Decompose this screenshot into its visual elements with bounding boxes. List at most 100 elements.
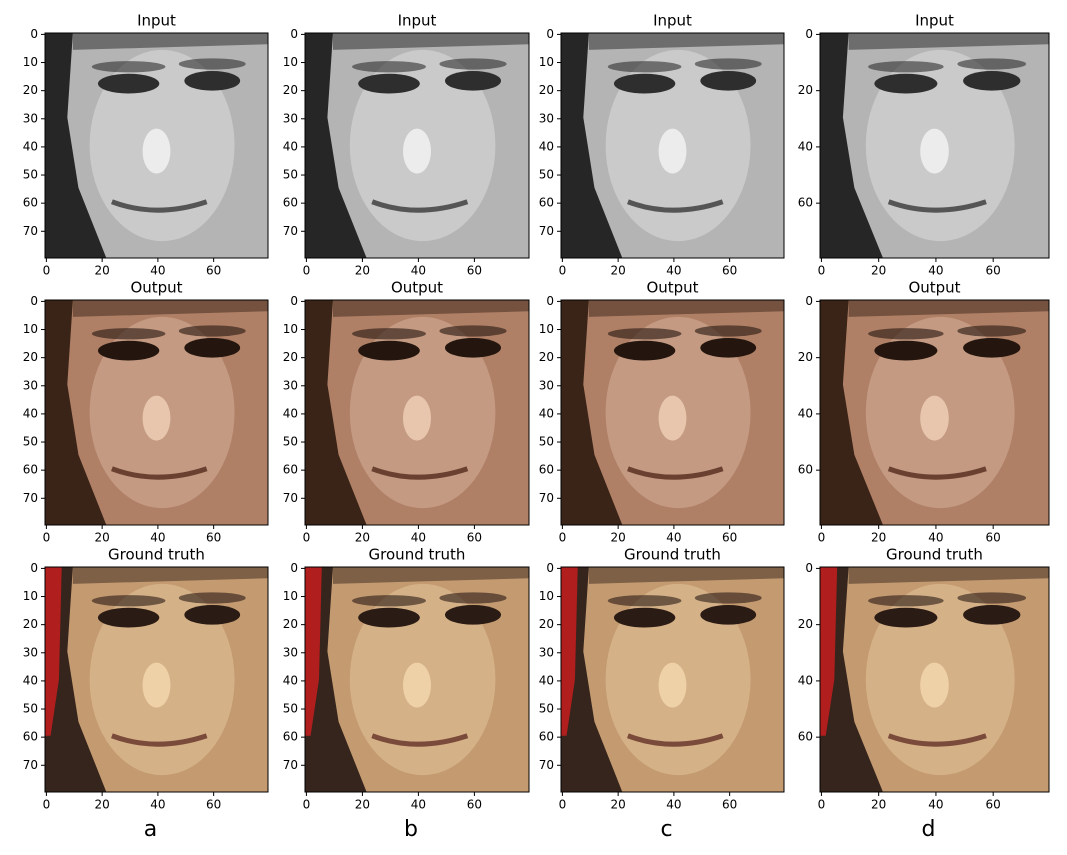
y-tick-label: 0 [290,294,298,308]
y-tick-label: 0 [805,27,813,41]
hair [820,33,883,258]
y-tick-label: 60 [23,730,38,744]
nose [403,128,431,174]
x-tick-label: 60 [722,264,737,278]
x-tick-label: 20 [611,531,626,545]
x-tick-label: 40 [150,264,165,278]
y-tick-label: 20 [539,83,554,97]
shadow-top [72,300,268,317]
y-tick-label: 20 [539,350,554,364]
hair [45,33,107,258]
mouth [371,733,469,747]
eye [874,607,938,628]
shadow-top [333,33,529,50]
x-tick-label: 20 [611,798,626,812]
hair [561,300,623,525]
x-tick-label: 0 [303,264,311,278]
axes-frame [560,566,785,793]
y-tick-label: 50 [539,168,554,182]
mouth [111,733,208,747]
image [305,300,529,525]
shadow-top [848,33,1049,50]
nose [403,662,431,708]
hair [820,567,883,792]
y-tick-label: 50 [23,168,38,182]
brow [352,328,426,340]
y-tick-label: 70 [539,491,554,505]
y-tick-label: 50 [283,168,298,182]
column-label: d [922,817,936,842]
y-tick-label: 0 [30,294,38,308]
face [820,300,1049,525]
eye [613,607,676,628]
y-tick-label: 30 [23,645,38,659]
nose [658,128,687,174]
y-tick-label: 60 [798,730,813,744]
nose [920,395,949,441]
x-tick-label: 60 [206,531,221,545]
x-tick-label: 20 [95,798,110,812]
y-tick-label: 20 [798,350,813,364]
brow [352,61,426,73]
x-tick-label: 40 [150,798,165,812]
y-tick-label: 30 [283,378,298,392]
y-tick-label: 20 [283,83,298,97]
y-tick-label: 40 [283,673,298,687]
eye [700,70,757,91]
y-tick-label: 0 [805,294,813,308]
eye [184,70,241,91]
y-tick-label: 0 [546,561,554,575]
eye [613,340,676,361]
face [45,300,268,525]
column-label: a [144,817,157,842]
x-tick-label: 40 [411,531,426,545]
x-tick-label: 0 [43,264,51,278]
y-tick-label: 20 [798,617,813,631]
y-tick-label: 20 [539,617,554,631]
y-tick-label: 60 [798,463,813,477]
y-tick-label: 30 [539,645,554,659]
y-tick-label: 40 [23,406,38,420]
brow [868,61,944,73]
brow [868,595,944,607]
image [561,33,784,258]
image [820,567,1049,792]
x-tick-label: 40 [411,264,426,278]
y-tick-label: 60 [283,730,298,744]
nose [658,395,687,441]
hair [561,33,623,258]
x-tick-label: 60 [986,531,1001,545]
shadow-top [333,567,529,584]
y-tick-label: 50 [539,435,554,449]
y-tick-label: 0 [546,294,554,308]
y-tick-label: 0 [30,27,38,41]
x-tick-label: 20 [355,264,370,278]
face [561,300,784,525]
nose [658,662,687,708]
y-tick-label: 40 [23,139,38,153]
nose [920,662,949,708]
nose [142,128,171,174]
x-tick-label: 40 [928,798,943,812]
x-tick-label: 20 [871,264,886,278]
hair [820,300,883,525]
x-tick-label: 0 [818,531,826,545]
y-tick-label: 20 [283,350,298,364]
y-tick-label: 60 [23,463,38,477]
y-tick-label: 0 [290,27,298,41]
y-tick-label: 40 [798,406,813,420]
y-tick-label: 30 [539,378,554,392]
brow [868,328,944,340]
x-tick-label: 0 [303,798,311,812]
eye [445,70,501,91]
eye [184,337,241,358]
y-tick-label: 20 [283,617,298,631]
y-tick-label: 30 [539,111,554,125]
axes-frame [819,299,1050,526]
y-tick-label: 60 [283,463,298,477]
image [820,300,1049,525]
brow [91,61,166,73]
y-tick-label: 70 [283,224,298,238]
mouth [371,199,469,213]
y-tick-label: 60 [539,730,554,744]
